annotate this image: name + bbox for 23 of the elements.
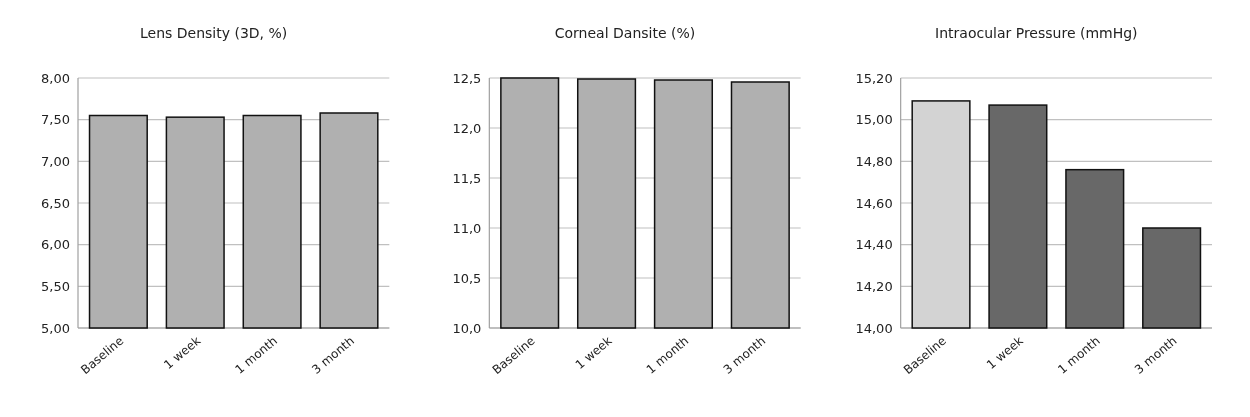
y-tick-label: 11,0 (452, 220, 482, 236)
y-tick-label: 10,0 (452, 320, 482, 336)
y-tick-label: 6,50 (41, 195, 70, 211)
y-tick-label: 14,20 (855, 278, 893, 294)
y-tick-label: 10,5 (452, 270, 482, 286)
y-tick-label: 8,00 (41, 70, 70, 86)
y-tick-label: 14,40 (855, 237, 893, 253)
y-tick-label: 5,50 (41, 278, 70, 294)
y-tick-label: 11,5 (452, 170, 482, 186)
y-tick-label: 15,00 (855, 112, 893, 128)
y-tick-label: 6,00 (41, 237, 70, 253)
y-tick-label: 12,5 (452, 70, 482, 86)
y-tick-label: 14,60 (855, 195, 893, 211)
y-tick-label: 12,0 (452, 120, 482, 136)
chart-title: Lens Density (3D, %) (140, 25, 288, 41)
y-tick-label: 15,20 (855, 70, 893, 86)
y-tick-label: 7,00 (41, 153, 70, 169)
chart-title: Corneal Dansite (%) (554, 25, 696, 41)
y-tick-label: 5,00 (41, 320, 70, 336)
y-tick-label: 14,00 (855, 320, 893, 336)
y-tick-label: 7,50 (41, 112, 70, 128)
y-tick-label: 14,80 (855, 153, 893, 169)
chart-title: Intraocular Pressure (mmHg) (935, 25, 1138, 41)
